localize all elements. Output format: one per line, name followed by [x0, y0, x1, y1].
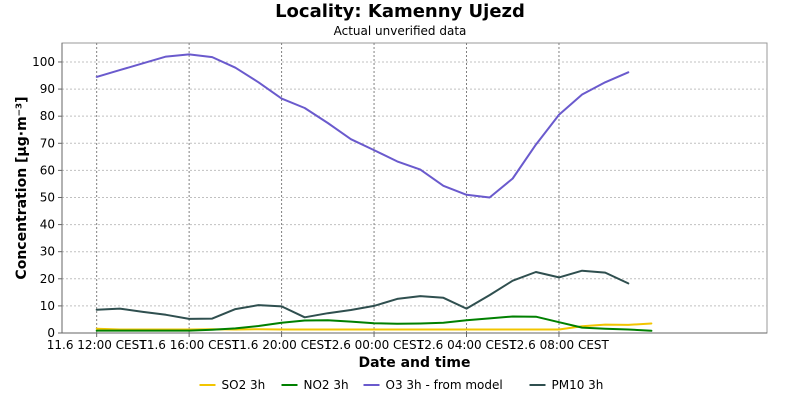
legend-label: O3 3h - from model — [386, 378, 503, 392]
x-tick-label: 12.6 04:00 CEST — [417, 338, 518, 352]
x-tick-label: 12.6 00:00 CEST — [324, 338, 425, 352]
y-tick-label: 30 — [40, 245, 55, 259]
legend: SO2 3h NO2 3h O3 3h - from model PM10 3h — [199, 378, 604, 392]
series-line-pm10 — [95, 269, 630, 320]
y-tick-label: 50 — [40, 190, 55, 204]
x-tick-label: 11.6 16:00 CEST — [139, 338, 240, 352]
y-tick-label: 100 — [32, 55, 55, 69]
y-tick-label: 10 — [40, 299, 55, 313]
x-axis-label: Date and time — [358, 355, 470, 371]
y-tick-label: 60 — [40, 163, 55, 177]
y-tick-label: 20 — [40, 272, 55, 286]
legend-label: NO2 3h — [304, 378, 349, 392]
series-line-no2 — [95, 315, 653, 332]
y-tick-label: 80 — [40, 109, 55, 123]
y-tick-label: 40 — [40, 218, 55, 232]
series-line-so2 — [95, 322, 653, 331]
y-axis-label: Concentration [µg·m⁻³] — [14, 96, 30, 279]
legend-label: PM10 3h — [552, 378, 604, 392]
chart-title: Locality: Kamenny Ujezd — [275, 1, 525, 22]
x-tick-label: 11.6 20:00 CEST — [232, 338, 333, 352]
y-tick-label: 70 — [40, 136, 55, 150]
plot-area — [61, 42, 768, 334]
series-line-o3 — [95, 53, 630, 199]
x-tick-label: 12.6 08:00 CEST — [509, 338, 610, 352]
y-tick-label: 90 — [40, 82, 55, 96]
chart-subtitle: Actual unverified data — [333, 24, 467, 38]
y-tick-label: 0 — [47, 326, 55, 340]
legend-label: SO2 3h — [222, 378, 266, 392]
x-tick-label: 11.6 12:00 CEST — [47, 338, 148, 352]
